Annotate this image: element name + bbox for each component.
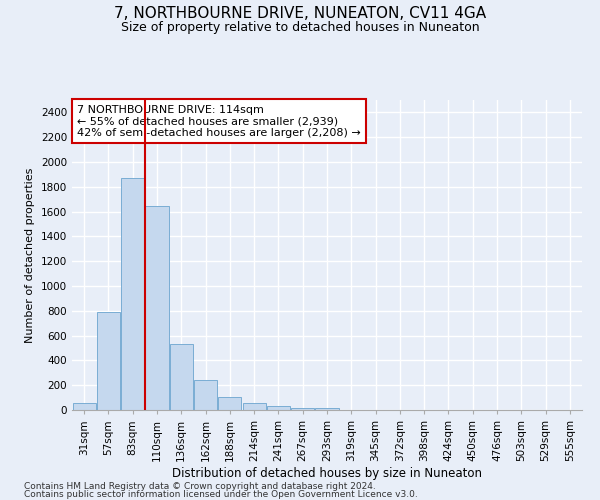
- Text: 7, NORTHBOURNE DRIVE, NUNEATON, CV11 4GA: 7, NORTHBOURNE DRIVE, NUNEATON, CV11 4GA: [114, 6, 486, 20]
- Bar: [73, 403, 95, 410]
- Bar: [170, 344, 193, 410]
- Bar: [291, 408, 314, 410]
- Text: Contains HM Land Registry data © Crown copyright and database right 2024.: Contains HM Land Registry data © Crown c…: [24, 482, 376, 491]
- Text: Contains public sector information licensed under the Open Government Licence v3: Contains public sector information licen…: [24, 490, 418, 499]
- Bar: [242, 403, 266, 410]
- Bar: [97, 312, 120, 410]
- Text: 7 NORTHBOURNE DRIVE: 114sqm
← 55% of detached houses are smaller (2,939)
42% of : 7 NORTHBOURNE DRIVE: 114sqm ← 55% of det…: [77, 104, 361, 138]
- Bar: [194, 380, 217, 410]
- Bar: [218, 396, 241, 410]
- Bar: [145, 206, 169, 410]
- Bar: [267, 406, 290, 410]
- Y-axis label: Number of detached properties: Number of detached properties: [25, 168, 35, 342]
- Bar: [121, 178, 144, 410]
- Bar: [316, 408, 338, 410]
- Text: Distribution of detached houses by size in Nuneaton: Distribution of detached houses by size …: [172, 468, 482, 480]
- Text: Size of property relative to detached houses in Nuneaton: Size of property relative to detached ho…: [121, 21, 479, 34]
